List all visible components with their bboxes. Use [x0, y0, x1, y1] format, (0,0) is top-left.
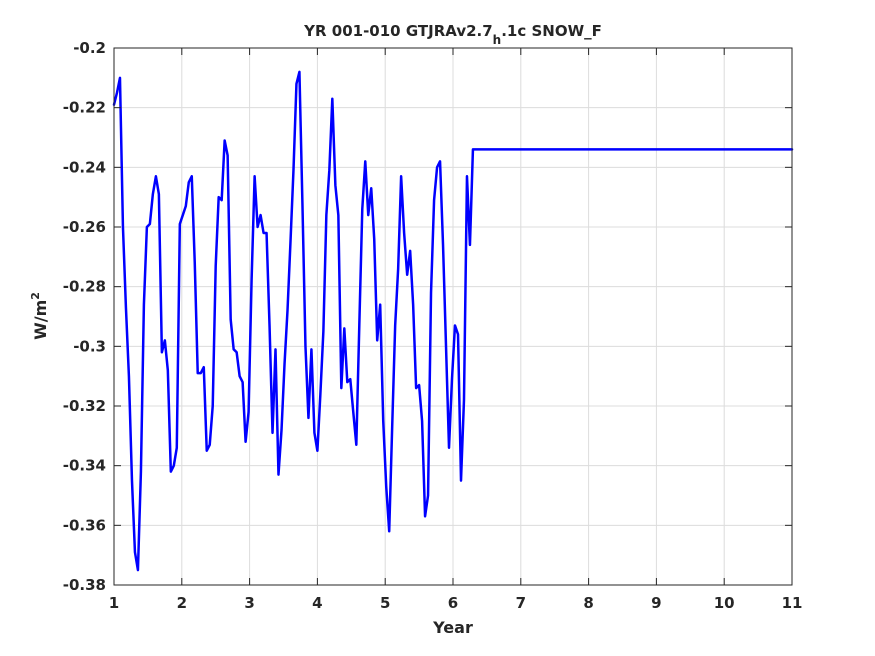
x-tick-label: 9	[651, 594, 661, 612]
y-tick-label: -0.36	[63, 516, 106, 534]
y-tick-label: -0.22	[63, 99, 106, 117]
y-tick-label: -0.34	[63, 457, 106, 475]
y-tick-label: -0.26	[63, 218, 106, 236]
x-tick-labels: 1 2 3 4 5 6 7 8 9 10 11	[109, 594, 803, 612]
x-tick-label: 7	[516, 594, 526, 612]
x-tick-label: 4	[312, 594, 322, 612]
x-tick-label: 10	[714, 594, 735, 612]
y-tick-label: -0.24	[63, 158, 106, 176]
plot-area	[112, 47, 794, 586]
y-tick-label: -0.2	[73, 39, 106, 57]
x-ticks	[113, 48, 793, 585]
series-line	[112, 70, 794, 572]
y-axis-label: W/m2	[29, 292, 50, 340]
y-tick-label: -0.38	[63, 576, 106, 594]
y-tick-labels: -0.38 -0.36 -0.34 -0.32 -0.3 -0.28 -0.26 -0.24 -…	[63, 39, 106, 594]
y-tick-label: -0.3	[73, 337, 106, 355]
x-tick-label: 1	[109, 594, 119, 612]
x-tick-label: 11	[782, 594, 803, 612]
x-tick-label: 3	[244, 594, 254, 612]
x-tick-label: 8	[583, 594, 593, 612]
y-ticks	[114, 47, 792, 586]
x-tick-label: 5	[380, 594, 390, 612]
x-axis-label: Year	[432, 618, 473, 637]
x-tick-label: 6	[448, 594, 458, 612]
y-tick-label: -0.32	[63, 397, 106, 415]
series-layer	[112, 70, 794, 572]
x-tick-label: 2	[177, 594, 187, 612]
chart-title: YR 001-010 GTJRAv2.7h.1c SNOW_F	[303, 22, 602, 47]
y-tick-label: -0.28	[63, 278, 106, 296]
